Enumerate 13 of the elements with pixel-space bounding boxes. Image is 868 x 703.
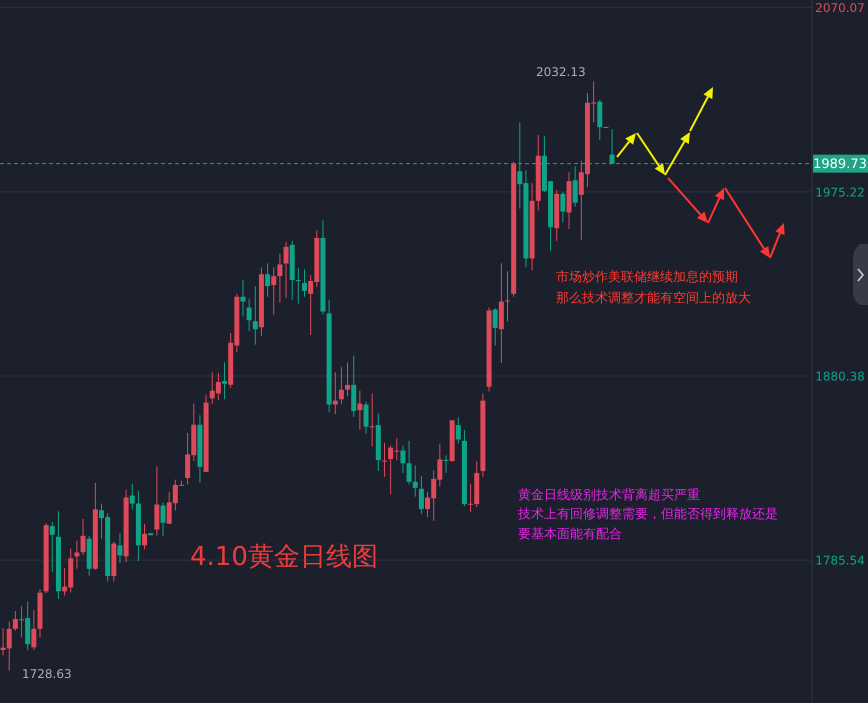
annotation: 2032.13 [536, 65, 586, 79]
annotation: 黄金日线级别技术背离超买严重 [518, 487, 700, 503]
annotation: 市场炒作美联储继续加息的预期 [556, 269, 738, 285]
annotation: 要基本面能有配合 [518, 527, 622, 542]
annotation: 1728.63 [22, 667, 72, 681]
y-tick-label: 1785.54 [815, 554, 865, 568]
annotation: 技术上有回修调整需要，但能否得到释放还是 [517, 507, 778, 522]
annotation: 4.10黄金日线图 [190, 542, 378, 572]
y-tick-label: 2070.07 [815, 1, 865, 16]
y-tick-label: 1975.22 [815, 185, 865, 200]
annotation: 那么技术调整才能有空间上的放大 [556, 291, 751, 306]
y-tick-label: 1880.38 [815, 370, 865, 384]
ref-line-label: 1989.73 [813, 157, 867, 172]
